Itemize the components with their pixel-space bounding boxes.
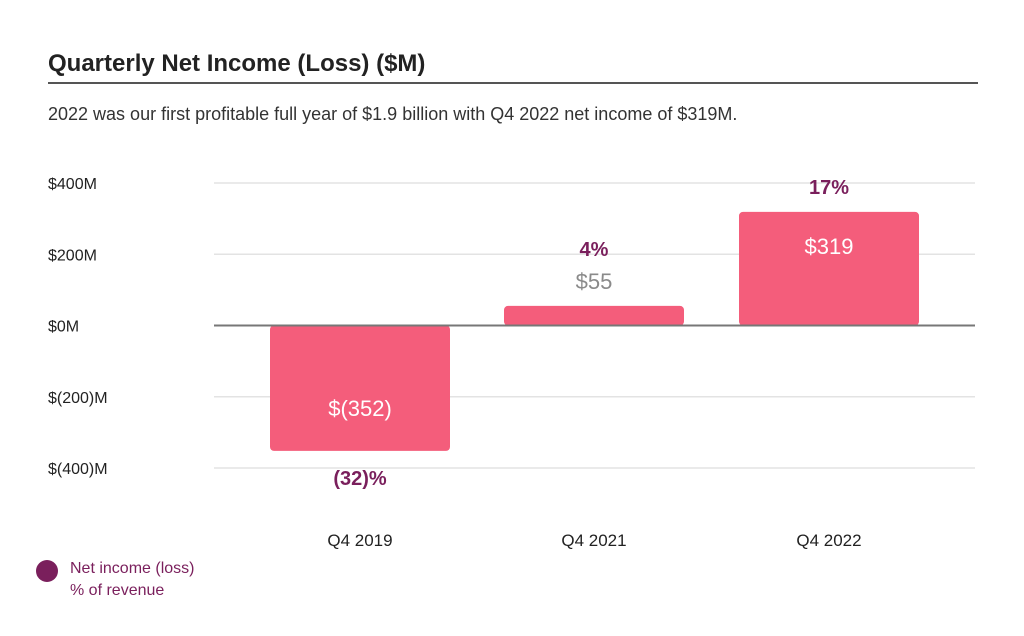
x-category-label: Q4 2022 [796,531,861,550]
chart-title: Quarterly Net Income (Loss) ($M) [48,50,426,77]
legend-swatch-dot [36,560,58,582]
bar-value-label: $319 [805,234,854,259]
legend-label-percent-revenue: % of revenue [70,582,165,599]
legend: Net income (loss) % of revenue [36,558,194,602]
y-tick-label: $(200)M [48,390,108,407]
legend-label-net-income: Net income (loss) [70,560,195,577]
chart-subtitle: 2022 was our first profitable full year … [48,104,738,124]
percent-of-revenue-label: (32)% [333,468,387,490]
bar [739,211,919,326]
y-tick-label: $(400)M [48,461,108,478]
bar [504,305,684,326]
percent-of-revenue-label: 4% [580,239,609,261]
x-category-label: Q4 2019 [327,531,392,550]
bar-value-label: $55 [576,269,613,294]
bar [270,325,450,451]
percent-of-revenue-label: 17% [809,177,849,199]
y-tick-label: $400M [48,176,97,193]
bar-value-label: $(352) [328,396,392,421]
y-tick-label: $200M [48,247,97,264]
title-divider [48,82,978,84]
legend-text: Net income (loss) % of revenue [70,558,194,602]
y-tick-label: $0M [48,319,79,336]
x-category-label: Q4 2021 [561,531,626,550]
